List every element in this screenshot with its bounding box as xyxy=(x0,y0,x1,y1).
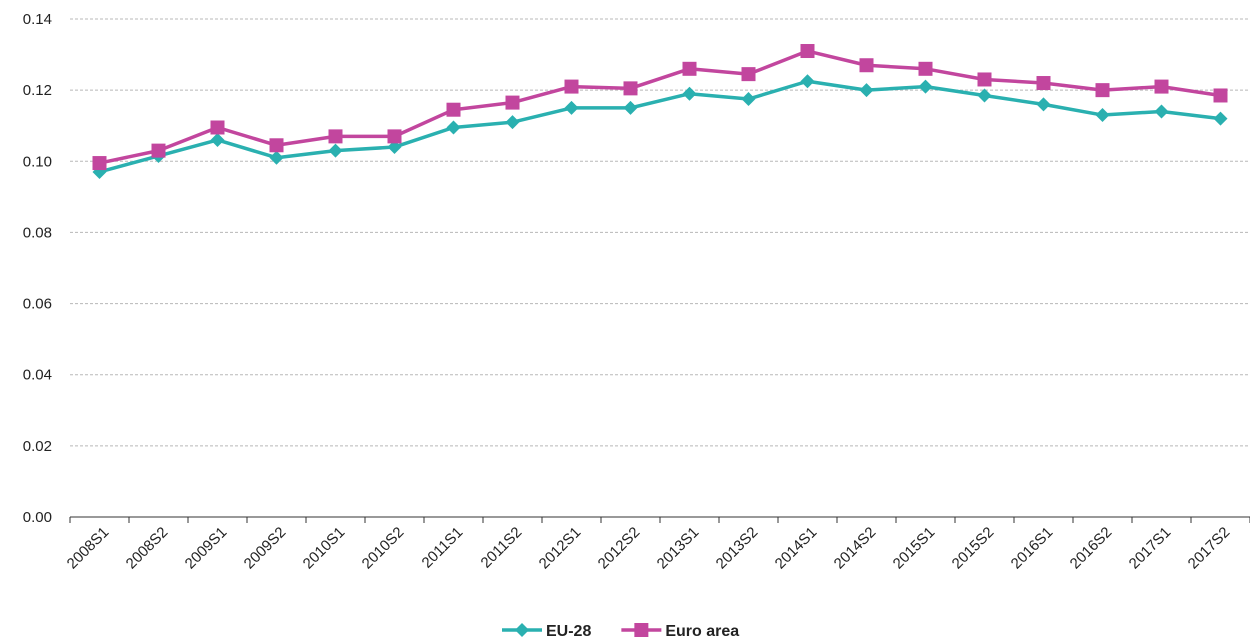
x-tick-label: 2014S2 xyxy=(831,524,880,573)
y-tick-label: 0.14 xyxy=(23,11,52,28)
data-point-euro-area xyxy=(564,79,579,94)
x-tick-label: 2015S1 xyxy=(890,524,939,573)
data-point-eu-28 xyxy=(564,100,579,115)
y-tick-label: 0.10 xyxy=(23,153,52,170)
x-tick-label: 2011S2 xyxy=(478,524,526,572)
gridlines xyxy=(70,18,1250,447)
data-point-euro-area xyxy=(741,67,756,82)
data-point-euro-area xyxy=(446,102,461,117)
data-point-euro-area xyxy=(800,44,815,59)
data-point-eu-28 xyxy=(1036,97,1051,112)
series-layer xyxy=(92,44,1228,179)
x-tick-label: 2008S2 xyxy=(123,524,172,573)
legend: EU-28 Euro area xyxy=(502,623,739,640)
data-point-euro-area xyxy=(977,72,992,87)
data-point-euro-area xyxy=(328,129,343,144)
x-tick-label: 2009S2 xyxy=(241,524,290,573)
series-line-eu-28 xyxy=(99,79,1221,174)
data-point-eu-28 xyxy=(741,92,756,107)
y-tick-label: 0.08 xyxy=(23,224,52,241)
x-tick-label: 2012S1 xyxy=(536,524,585,573)
x-tick-label: 2017S1 xyxy=(1126,524,1175,573)
legend-label-eu-28: EU-28 xyxy=(546,623,591,640)
data-point-euro-area xyxy=(269,138,284,153)
data-point-eu-28 xyxy=(210,132,225,147)
data-point-eu-28 xyxy=(505,115,520,130)
x-tick-label: 2008S1 xyxy=(64,524,113,573)
data-point-euro-area xyxy=(1154,79,1169,94)
data-point-eu-28 xyxy=(328,143,343,158)
data-point-euro-area xyxy=(859,58,874,73)
y-tick-label: 0.02 xyxy=(23,438,52,455)
data-point-euro-area xyxy=(387,129,402,144)
data-point-eu-28 xyxy=(682,86,697,101)
data-point-euro-area xyxy=(682,61,697,76)
data-point-euro-area xyxy=(151,143,166,158)
data-point-eu-28 xyxy=(859,83,874,98)
data-point-euro-area xyxy=(1213,88,1228,103)
data-point-euro-area xyxy=(1095,83,1110,98)
data-point-euro-area xyxy=(92,156,107,171)
x-tick-label: 2012S2 xyxy=(595,524,644,573)
x-tick-label: 2009S1 xyxy=(182,524,231,573)
x-tick-label: 2011S1 xyxy=(419,524,467,572)
legend-marker-euro-area xyxy=(634,623,649,637)
series-line-euro-area xyxy=(99,49,1221,165)
data-point-eu-28 xyxy=(623,100,638,115)
data-point-eu-28 xyxy=(918,79,933,94)
legend-marker-eu-28 xyxy=(515,623,529,637)
x-tick-label: 2013S1 xyxy=(654,524,703,573)
x-tick-label: 2014S1 xyxy=(772,524,821,573)
data-point-eu-28 xyxy=(977,88,992,103)
data-point-eu-28 xyxy=(446,120,461,135)
y-tick-label: 0.06 xyxy=(23,296,52,313)
legend-label-euro-area: Euro area xyxy=(665,623,739,640)
data-point-euro-area xyxy=(1036,76,1051,91)
data-point-euro-area xyxy=(918,61,933,76)
y-tick-label: 0.00 xyxy=(23,509,52,526)
x-tick-label: 2015S2 xyxy=(949,524,998,573)
data-point-eu-28 xyxy=(269,150,284,165)
x-tick-label: 2017S2 xyxy=(1185,524,1234,573)
x-tick-label: 2010S1 xyxy=(300,524,349,573)
y-axis-ticks: 0.00 0.02 0.04 0.06 0.08 0.10 0.12 0.14 xyxy=(23,11,52,526)
data-point-eu-28 xyxy=(800,74,815,89)
data-point-eu-28 xyxy=(387,140,402,155)
y-tick-label: 0.12 xyxy=(23,82,52,99)
x-tick-label: 2010S2 xyxy=(359,524,408,573)
x-axis: 2008S1 2008S2 2009S1 2009S2 2010S1 2010S2 2011… xyxy=(64,516,1250,573)
y-tick-label: 0.04 xyxy=(23,367,52,384)
data-point-euro-area xyxy=(210,120,225,135)
data-point-euro-area xyxy=(505,95,520,110)
data-point-euro-area xyxy=(623,81,638,96)
data-point-eu-28 xyxy=(1154,104,1169,119)
x-tick-label: 2016S2 xyxy=(1067,524,1116,573)
x-tick-label: 2016S1 xyxy=(1008,524,1057,573)
data-point-eu-28 xyxy=(1213,111,1228,126)
data-point-eu-28 xyxy=(1095,108,1110,123)
x-tick-label: 2013S2 xyxy=(713,524,762,573)
